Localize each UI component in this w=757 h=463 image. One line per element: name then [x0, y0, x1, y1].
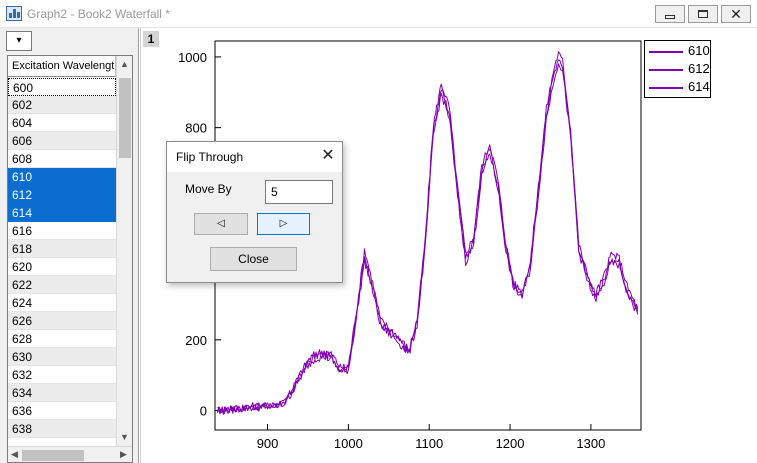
scroll-down-icon[interactable]: ▼	[120, 432, 129, 442]
vertical-scroll-thumb[interactable]	[119, 78, 131, 158]
sheet-row[interactable]: 606	[8, 132, 116, 150]
close-button[interactable]: Close	[210, 247, 297, 271]
scroll-left-icon[interactable]: ◀	[11, 449, 18, 459]
legend-item-612: 612	[649, 60, 710, 78]
sheet-row[interactable]: 602	[8, 96, 116, 114]
x-tick-label: 1100	[415, 436, 443, 451]
move-by-label: Move By	[185, 182, 232, 196]
sheet-row[interactable]: 626	[8, 312, 116, 330]
sheet-row[interactable]: 608	[8, 150, 116, 168]
dialog-close-icon[interactable]: ✕	[321, 147, 335, 164]
y-tick-label: 800	[185, 121, 207, 136]
sheet-row[interactable]: 628	[8, 330, 116, 348]
legend[interactable]: 610 612 614	[644, 40, 711, 98]
series-line-614	[216, 63, 639, 415]
sheet-row[interactable]: 604	[8, 114, 116, 132]
move-by-input[interactable]	[265, 180, 333, 204]
sheet-grid: Excitation Wavelength 600 602 604 606 608 610…	[7, 55, 133, 463]
legend-label-610: 610	[688, 43, 710, 58]
graph-app-icon	[6, 6, 22, 21]
legend-item-614: 614	[649, 78, 710, 96]
window-titlebar: Graph2 - Book2 Waterfall * ✕	[0, 0, 757, 28]
sheet-row[interactable]: 612	[8, 186, 116, 204]
legend-line-614	[649, 87, 683, 89]
sheet-dropdown[interactable]: ▾	[6, 31, 32, 51]
horizontal-scroll-thumb[interactable]	[22, 450, 84, 461]
maximize-icon	[698, 10, 708, 18]
sheet-row[interactable]: 638	[8, 420, 116, 438]
flip-through-dialog: Flip Through ✕ Move By ◁ ▷ Close	[166, 141, 343, 283]
sheet-row[interactable]: 622	[8, 276, 116, 294]
sheet-row[interactable]: 636	[8, 402, 116, 420]
sheet-row[interactable]: 618	[8, 240, 116, 258]
sheet-row[interactable]: 634	[8, 384, 116, 402]
scroll-right-icon[interactable]: ▶	[120, 449, 127, 459]
y-tick-label: 200	[185, 333, 207, 348]
vertical-scrollbar[interactable]: ▲ ▼	[116, 56, 132, 446]
legend-line-610	[649, 51, 683, 53]
sheet-row[interactable]: 616	[8, 222, 116, 240]
x-tick-label: 1300	[576, 436, 605, 451]
layer-indicator[interactable]: 1	[143, 31, 159, 47]
sheet-rows: 600 602 604 606 608 610 612 614 616 618 620 622 624 6…	[8, 78, 116, 438]
sheet-row[interactable]: 630	[8, 348, 116, 366]
next-button[interactable]: ▷	[257, 213, 310, 235]
horizontal-scrollbar[interactable]: ◀ ▶	[8, 446, 132, 462]
sheet-row[interactable]: 600	[8, 78, 116, 96]
sheet-row[interactable]: 632	[8, 366, 116, 384]
sheet-row[interactable]: 620	[8, 258, 116, 276]
sheet-row[interactable]: 614	[8, 204, 116, 222]
x-tick-label: 900	[257, 436, 279, 451]
maximize-button[interactable]	[688, 5, 718, 23]
close-icon: ✕	[730, 6, 742, 22]
legend-item-610: 610	[649, 42, 710, 60]
minimize-button[interactable]	[655, 5, 685, 23]
sheet-browser-pane: ▾ Excitation Wavelength 600 602 604 606 608 6…	[0, 28, 139, 463]
x-tick-label: 1200	[496, 436, 525, 451]
sheet-row[interactable]: 624	[8, 294, 116, 312]
dialog-titlebar: Flip Through ✕	[167, 142, 342, 172]
close-window-button[interactable]: ✕	[721, 5, 751, 23]
column-header[interactable]: Excitation Wavelength	[8, 56, 116, 77]
window-title: Graph2 - Book2 Waterfall *	[27, 7, 170, 21]
previous-button[interactable]: ◁	[194, 213, 248, 235]
x-tick-label: 1000	[334, 436, 363, 451]
chevron-down-icon: ▾	[16, 35, 22, 46]
minimize-icon	[665, 15, 675, 19]
y-tick-label: 0	[200, 404, 207, 419]
legend-line-612	[649, 69, 683, 71]
legend-label-614: 614	[688, 79, 710, 94]
triangle-left-icon: ◁	[217, 218, 225, 229]
legend-label-612: 612	[688, 61, 710, 76]
scroll-up-icon[interactable]: ▲	[120, 59, 129, 69]
triangle-right-icon: ▷	[279, 218, 288, 229]
sheet-row[interactable]: 610	[8, 168, 116, 186]
y-tick-label: 1000	[178, 50, 207, 65]
dialog-title: Flip Through	[176, 150, 244, 164]
